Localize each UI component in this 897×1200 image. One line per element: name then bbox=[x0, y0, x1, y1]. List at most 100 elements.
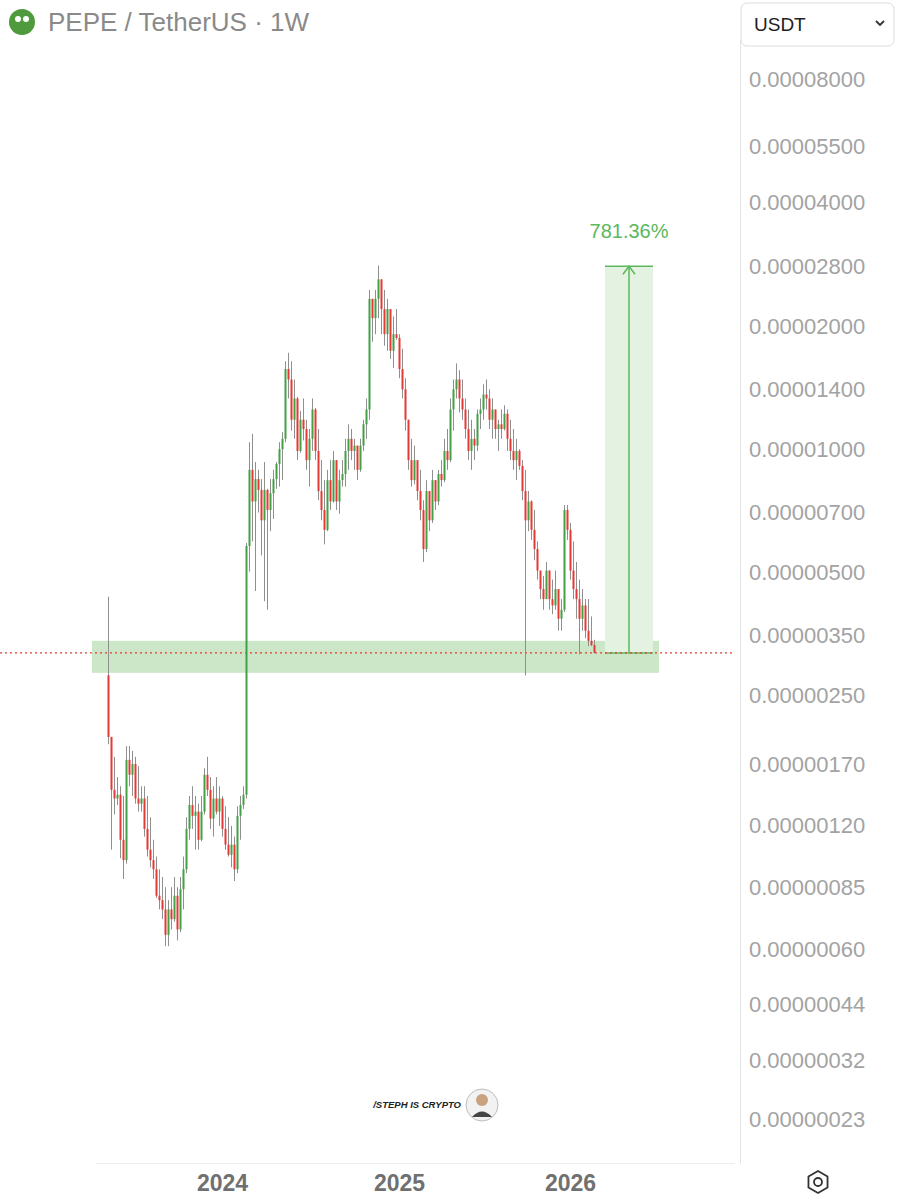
candle-wick bbox=[501, 409, 502, 438]
candle-wick bbox=[339, 470, 340, 514]
candle-body bbox=[441, 474, 443, 480]
candle-body bbox=[195, 812, 197, 816]
candle-body bbox=[387, 309, 389, 334]
settings-icon[interactable] bbox=[808, 1171, 827, 1193]
candle-wick bbox=[321, 460, 322, 520]
candle-wick bbox=[453, 379, 454, 430]
target-box bbox=[605, 266, 653, 653]
candle-body bbox=[366, 409, 368, 424]
currency-selector-label[interactable]: USDT bbox=[754, 14, 806, 35]
candle-body bbox=[252, 470, 254, 502]
candle-wick bbox=[399, 334, 400, 378]
plot-area bbox=[0, 266, 732, 947]
candle-body bbox=[183, 869, 185, 889]
candle-body bbox=[408, 420, 410, 460]
candle-wick bbox=[426, 480, 427, 552]
candle-body bbox=[330, 480, 332, 501]
candle-body bbox=[267, 490, 269, 510]
y-tick: 0.00001000 bbox=[740, 437, 865, 462]
candle-wick bbox=[168, 900, 169, 946]
candle-wick bbox=[222, 796, 223, 837]
candle-wick bbox=[342, 460, 343, 486]
candle-body bbox=[240, 805, 242, 816]
candle-body bbox=[588, 631, 590, 641]
candle-body bbox=[528, 501, 530, 520]
currency-selector-box[interactable] bbox=[741, 3, 894, 46]
candle-wick bbox=[183, 857, 184, 910]
header: PEPE / TetherUS · 1W bbox=[9, 7, 310, 37]
candle-wick bbox=[573, 541, 574, 599]
candle-body bbox=[525, 491, 527, 520]
candle-wick bbox=[174, 877, 175, 922]
candle-wick bbox=[192, 786, 193, 829]
candle-body bbox=[549, 571, 551, 600]
candle-body bbox=[399, 338, 401, 369]
y-tick: 0.00000700 bbox=[740, 500, 865, 525]
candle-wick bbox=[153, 840, 154, 879]
watermark: /STEPH IS CRYPTO bbox=[372, 1089, 498, 1121]
candle-wick bbox=[345, 439, 346, 487]
candle-wick bbox=[279, 442, 280, 486]
x-tick-label: 2026 bbox=[545, 1170, 596, 1196]
candle-body bbox=[486, 395, 488, 399]
candle-wick bbox=[498, 420, 499, 451]
candle-wick bbox=[483, 384, 484, 419]
candle-body bbox=[300, 420, 302, 451]
candle-body bbox=[429, 491, 431, 520]
candle-body bbox=[465, 409, 467, 429]
candle-wick bbox=[417, 460, 418, 500]
candle-wick bbox=[291, 361, 292, 430]
x-tick-label: 2024 bbox=[197, 1170, 248, 1196]
candle-body bbox=[258, 479, 260, 490]
candle-wick bbox=[534, 510, 535, 560]
candle-body bbox=[153, 860, 155, 869]
symbol-icon-eye bbox=[15, 16, 21, 22]
candle-wick bbox=[318, 429, 319, 500]
candle-body bbox=[522, 466, 524, 491]
candle-wick bbox=[108, 597, 109, 745]
y-tick-label: 0.00000500 bbox=[749, 560, 865, 585]
y-tick: 0.00000350 bbox=[740, 623, 865, 648]
x-tick: 2024 bbox=[197, 1163, 248, 1196]
settings-icon-center bbox=[814, 1178, 822, 1186]
y-tick-label: 0.00000085 bbox=[749, 875, 865, 900]
candle-body bbox=[357, 446, 359, 470]
candle-wick bbox=[579, 580, 580, 655]
candle-wick bbox=[234, 837, 235, 881]
candle-wick bbox=[558, 589, 559, 631]
y-tick-label: 0.00000023 bbox=[749, 1107, 865, 1132]
candle-body bbox=[375, 299, 377, 318]
candle-wick bbox=[378, 266, 379, 319]
candle-body bbox=[339, 480, 341, 501]
candle-wick bbox=[258, 470, 259, 513]
candle-wick bbox=[429, 491, 430, 531]
y-tick: 0.00000085 bbox=[740, 875, 865, 900]
candle-body bbox=[351, 439, 353, 451]
y-tick: 0.00000500 bbox=[740, 560, 865, 585]
candle-body bbox=[213, 799, 215, 819]
candle-body bbox=[417, 460, 419, 491]
candle-body bbox=[513, 451, 515, 460]
candle-wick bbox=[582, 589, 583, 631]
candle-body bbox=[384, 309, 386, 334]
candle-body bbox=[363, 424, 365, 445]
candle-body bbox=[243, 795, 245, 805]
candle-body bbox=[309, 439, 311, 460]
candle-body bbox=[192, 805, 194, 816]
candle-body bbox=[474, 439, 476, 446]
candle-body bbox=[177, 896, 179, 930]
x-axis-line bbox=[96, 1163, 735, 1164]
candle-wick bbox=[324, 480, 325, 544]
y-tick-label: 0.00001400 bbox=[749, 377, 865, 402]
candle-body bbox=[204, 775, 206, 812]
candle-body bbox=[519, 451, 521, 466]
candle-wick bbox=[531, 500, 532, 540]
candle-wick bbox=[564, 505, 565, 612]
candle-body bbox=[273, 479, 275, 493]
candle-wick bbox=[129, 746, 130, 786]
candle-wick bbox=[327, 470, 328, 531]
candle-wick bbox=[156, 857, 157, 898]
watermark-avatar bbox=[466, 1089, 498, 1121]
candle-wick bbox=[243, 786, 244, 809]
currency-selector[interactable]: USDT bbox=[741, 3, 894, 46]
